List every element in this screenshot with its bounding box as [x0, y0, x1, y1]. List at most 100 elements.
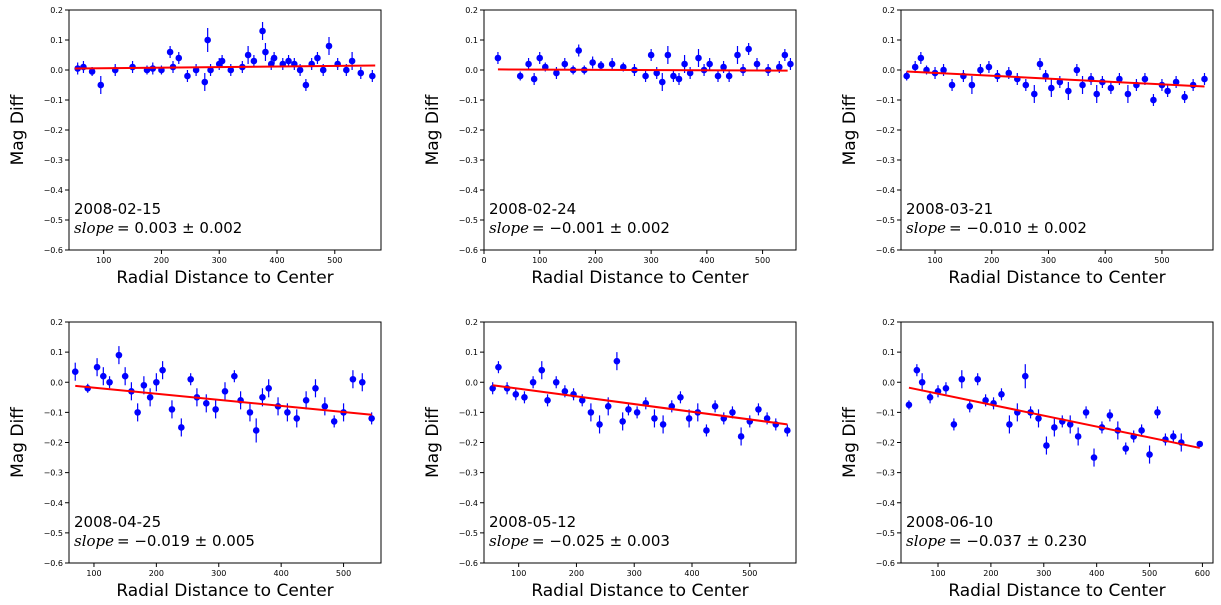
slope-word: slope — [906, 532, 946, 550]
x-axis-title: Radial Distance to Center — [116, 268, 333, 288]
data-point — [293, 415, 301, 422]
data-point — [369, 72, 376, 80]
data-point — [544, 397, 551, 404]
y-axis-title: Mag Diff — [8, 406, 28, 478]
subplot-1: 0.2 0.1 0.0 −0.1 −0.2 −0.3 −0.4 −0.5 −0.6 100 200 3… — [8, 6, 382, 288]
y-tick-label: 0.2 — [465, 318, 478, 327]
y-tick-label: −0.2 — [44, 126, 63, 135]
data-point — [686, 69, 694, 77]
data-point — [913, 366, 921, 374]
y-tick-label: 0.1 — [882, 36, 895, 45]
x-tick-label: 300 — [627, 569, 642, 578]
x-tick-label: 100 — [96, 256, 111, 265]
y-tick-label: −0.4 — [44, 499, 63, 508]
date-annotation: 2008-06-10 — [906, 513, 993, 531]
data-point — [1090, 454, 1098, 461]
data-point — [221, 387, 229, 395]
data-point — [106, 378, 113, 386]
y-tick-label: 0.1 — [882, 348, 895, 357]
x-tick-label: 300 — [211, 569, 226, 578]
x-tick-label: 500 — [1142, 569, 1157, 578]
data-point — [134, 409, 141, 416]
fit-line — [906, 70, 1205, 88]
date-annotation: 2008-02-15 — [74, 200, 161, 218]
data-point — [1154, 409, 1161, 416]
data-point — [1170, 433, 1177, 440]
y-tick-label: 0.2 — [50, 6, 63, 15]
data-point — [1106, 412, 1114, 419]
y-tick-label: −0.2 — [44, 439, 63, 448]
data-point — [1181, 93, 1188, 101]
plot-frame — [483, 9, 797, 251]
y-tick-label: 0.0 — [465, 378, 478, 387]
data-point — [100, 372, 107, 380]
data-point — [231, 372, 238, 380]
y-tick-label: −0.2 — [876, 126, 895, 135]
data-point — [755, 406, 762, 413]
data-point — [259, 394, 266, 401]
fit-line — [492, 384, 788, 426]
data-point — [619, 418, 626, 425]
x-tick-label: 400 — [684, 569, 699, 578]
y-tick-label: −0.5 — [44, 529, 63, 538]
data-point — [647, 51, 655, 59]
y-tick-label: −0.5 — [876, 529, 895, 538]
data-point — [529, 378, 537, 386]
slope-value: = −0.037 ± 0.230 — [949, 532, 1087, 550]
slope-word: slope — [74, 532, 114, 550]
date-annotation: 2008-04-25 — [74, 513, 161, 531]
data-point — [958, 375, 966, 383]
data-point — [729, 409, 736, 416]
data-point — [911, 63, 919, 71]
y-tick-label: 0.2 — [50, 318, 63, 327]
data-point — [977, 66, 984, 74]
x-tick-label: 500 — [755, 256, 770, 265]
data-point — [368, 415, 375, 422]
data-point — [296, 66, 304, 74]
data-point — [97, 81, 105, 89]
y-tick-label: −0.1 — [44, 408, 63, 417]
data-point — [516, 72, 524, 80]
y-tick-label: −0.2 — [459, 126, 478, 135]
data-point — [348, 57, 356, 65]
data-point — [1005, 69, 1013, 77]
data-point — [175, 54, 183, 62]
slope-value: = −0.010 ± 0.002 — [949, 219, 1087, 237]
data-point — [1141, 75, 1149, 83]
data-point — [358, 378, 366, 386]
y-tick-label: −0.3 — [459, 156, 478, 165]
x-tick-label: 300 — [644, 256, 659, 265]
y-tick-label: −0.4 — [876, 499, 895, 508]
x-tick-label: 300 — [212, 256, 227, 265]
data-point — [553, 69, 560, 77]
data-point — [1073, 66, 1081, 74]
y-tick-label: −0.3 — [876, 156, 895, 165]
plot-frame — [68, 321, 382, 564]
data-point — [184, 72, 191, 80]
y-tick-label: −0.6 — [459, 246, 478, 255]
data-point — [265, 384, 272, 392]
data-point — [703, 427, 710, 434]
data-point — [695, 54, 702, 62]
x-tick-label: 100 — [930, 569, 945, 578]
data-point — [168, 406, 176, 413]
data-point — [71, 368, 79, 376]
y-tick-label: −0.1 — [44, 96, 63, 105]
data-point — [357, 69, 365, 77]
data-point — [321, 403, 329, 410]
x-tick-label: 500 — [742, 569, 757, 578]
data-point — [1036, 60, 1044, 68]
data-point — [737, 433, 745, 440]
data-point — [597, 62, 605, 69]
data-point — [521, 394, 528, 401]
x-tick-label: 400 — [269, 256, 284, 265]
data-point — [1022, 81, 1030, 89]
data-point — [1172, 78, 1180, 86]
x-tick-label: 400 — [699, 256, 714, 265]
y-tick-label: 0.2 — [465, 6, 478, 15]
plot-frame — [900, 321, 1214, 564]
y-tick-label: 0.0 — [882, 66, 895, 75]
data-point — [1051, 424, 1058, 431]
data-point — [675, 75, 683, 83]
